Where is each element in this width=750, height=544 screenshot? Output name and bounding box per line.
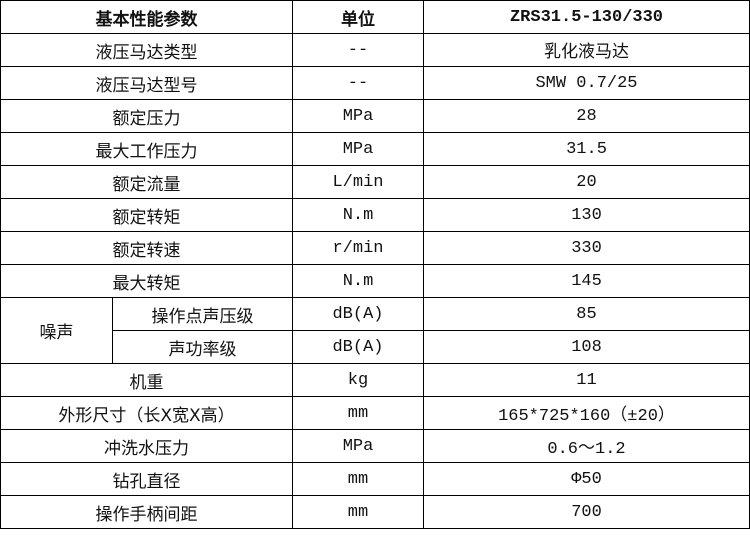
param-unit: mm — [292, 396, 424, 430]
table-row: 额定转速 r/min 330 — [0, 231, 750, 265]
param-name: 钻孔直径 — [0, 462, 293, 496]
param-value: 20 — [423, 165, 750, 199]
header-unit: 单位 — [292, 0, 424, 34]
param-value: SMW 0.7/25 — [423, 66, 750, 100]
table-row: 钻孔直径 mm Φ50 — [0, 462, 750, 496]
param-value: 145 — [423, 264, 750, 298]
param-value: 330 — [423, 231, 750, 265]
param-name: 最大转矩 — [0, 264, 293, 298]
param-name: 液压马达型号 — [0, 66, 293, 100]
param-value: 28 — [423, 99, 750, 133]
spec-table: 基本性能参数 单位 ZRS31.5-130/330 液压马达类型 -- 乳化液马达液… — [0, 0, 750, 529]
param-name: 冲洗水压力 — [0, 429, 293, 463]
param-value: 700 — [423, 495, 750, 529]
table-header-row: 基本性能参数 单位 ZRS31.5-130/330 — [0, 0, 750, 34]
param-value: Φ50 — [423, 462, 750, 496]
param-name: 液压马达类型 — [0, 33, 293, 67]
param-value: 0.6～1.2 — [423, 429, 750, 463]
param-value: 乳化液马达 — [423, 33, 750, 67]
noise-group-label: 噪声 — [0, 297, 113, 364]
param-name: 外形尺寸（长X宽X高） — [0, 396, 293, 430]
param-name: 声功率级 — [112, 330, 293, 364]
table-row: 冲洗水压力 MPa 0.6～1.2 — [0, 429, 750, 463]
param-unit: dB(A) — [292, 330, 424, 364]
table-row: 声功率级 dB(A) 108 — [1, 330, 750, 364]
table-row: 最大工作压力 MPa 31.5 — [0, 132, 750, 166]
header-param: 基本性能参数 — [0, 0, 293, 34]
param-unit: mm — [292, 462, 424, 496]
param-unit: MPa — [292, 429, 424, 463]
param-name: 额定流量 — [0, 165, 293, 199]
param-unit: MPa — [292, 99, 424, 133]
param-value: 85 — [423, 297, 750, 331]
table-row: 噪声 操作点声压级 dB(A) 85 — [0, 297, 750, 364]
param-name: 额定转矩 — [0, 198, 293, 232]
param-unit: -- — [292, 66, 424, 100]
table-row: 最大转矩 N.m 145 — [0, 264, 750, 298]
param-value: 108 — [423, 330, 750, 364]
param-unit: -- — [292, 33, 424, 67]
table-row: 额定转矩 N.m 130 — [0, 198, 750, 232]
param-name: 操作点声压级 — [112, 297, 293, 331]
param-value: 165*725*160（±20） — [423, 396, 750, 430]
param-unit: N.m — [292, 264, 424, 298]
param-value: 130 — [423, 198, 750, 232]
table-row: 外形尺寸（长X宽X高） mm 165*725*160（±20） — [0, 396, 750, 430]
table-row: 液压马达型号 -- SMW 0.7/25 — [0, 66, 750, 100]
table-row: 操作手柄间距 mm 700 — [0, 495, 750, 529]
param-unit: mm — [292, 495, 424, 529]
table-row: 液压马达类型 -- 乳化液马达 — [0, 33, 750, 67]
header-model: ZRS31.5-130/330 — [423, 0, 750, 34]
param-unit: kg — [292, 363, 424, 397]
param-name: 最大工作压力 — [0, 132, 293, 166]
param-unit: MPa — [292, 132, 424, 166]
table-row: 额定流量 L/min 20 — [0, 165, 750, 199]
param-name: 操作手柄间距 — [0, 495, 293, 529]
param-name: 机重 — [0, 363, 293, 397]
param-unit: L/min — [292, 165, 424, 199]
param-name: 额定压力 — [0, 99, 293, 133]
param-unit: r/min — [292, 231, 424, 265]
param-name: 额定转速 — [0, 231, 293, 265]
param-unit: dB(A) — [292, 297, 424, 331]
param-value: 31.5 — [423, 132, 750, 166]
table-row: 机重 kg 11 — [0, 363, 750, 397]
table-row: 额定压力 MPa 28 — [0, 99, 750, 133]
param-value: 11 — [423, 363, 750, 397]
param-unit: N.m — [292, 198, 424, 232]
